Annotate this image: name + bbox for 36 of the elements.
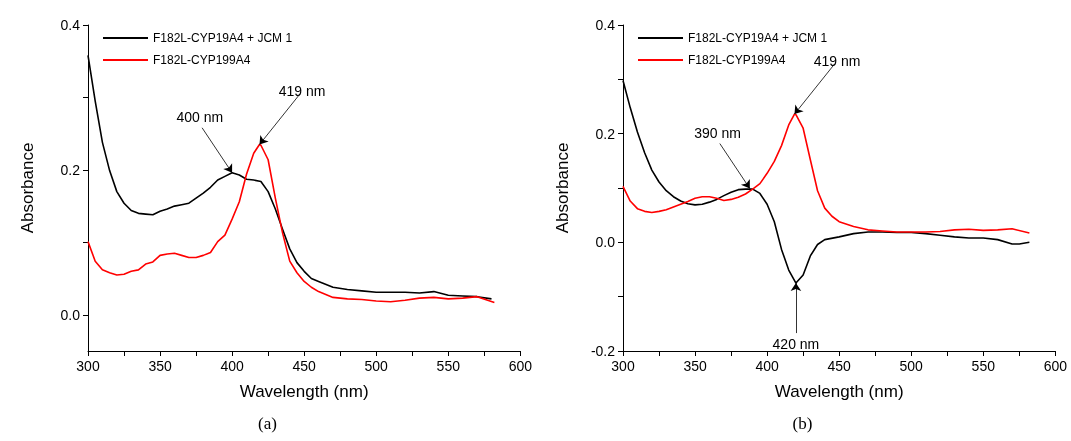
y-tick-label: 0.2 <box>60 161 81 178</box>
annotation: 419 nm <box>278 83 326 100</box>
legend-label: F182L-CYP199A4 <box>688 53 786 67</box>
y-tick-label: 0.4 <box>595 17 616 33</box>
x-tick-label: 350 <box>148 358 172 374</box>
y-tick-label: 0.2 <box>595 125 616 142</box>
y-tick-label: 0.0 <box>595 234 616 251</box>
y-axis-title: Absorbance <box>553 142 572 234</box>
x-tick-label: 450 <box>827 358 852 374</box>
x-tick-label: 500 <box>899 358 924 374</box>
annotation: 419 nm <box>813 52 861 69</box>
legend-label: F182L-CYP199A4 <box>153 53 251 67</box>
y-axis-title: Absorbance <box>18 142 37 234</box>
x-tick-label: 300 <box>611 358 635 374</box>
annotation: 400 nm <box>176 109 224 126</box>
x-tick-label: 400 <box>220 358 244 374</box>
legend-label: F182L-CYP19A4 + JCM 1 <box>153 31 293 45</box>
x-tick-label: 600 <box>1043 358 1068 374</box>
text: (b) <box>792 414 813 433</box>
x-tick-label: 450 <box>292 358 317 374</box>
y-tick-label: -0.2 <box>590 343 616 359</box>
x-tick-label: 300 <box>76 358 100 374</box>
y-tick-label: 0.4 <box>60 17 81 33</box>
text: (a) <box>258 414 277 433</box>
x-tick-label: 550 <box>971 358 996 374</box>
x-tick-label: 550 <box>436 358 461 374</box>
x-axis-title: Wavelength (nm) <box>239 382 369 401</box>
x-axis-title: Wavelength (nm) <box>774 382 904 401</box>
x-tick-label: 600 <box>508 358 533 374</box>
y-tick-label: 0.0 <box>60 306 81 323</box>
annotation: 390 nm <box>694 125 741 142</box>
annotation: 420 nm <box>772 336 820 353</box>
x-tick-label: 350 <box>683 358 707 374</box>
legend-label: F182L-CYP19A4 + JCM 1 <box>688 31 828 45</box>
x-tick-label: 400 <box>755 358 779 374</box>
x-tick-label: 500 <box>364 358 389 374</box>
